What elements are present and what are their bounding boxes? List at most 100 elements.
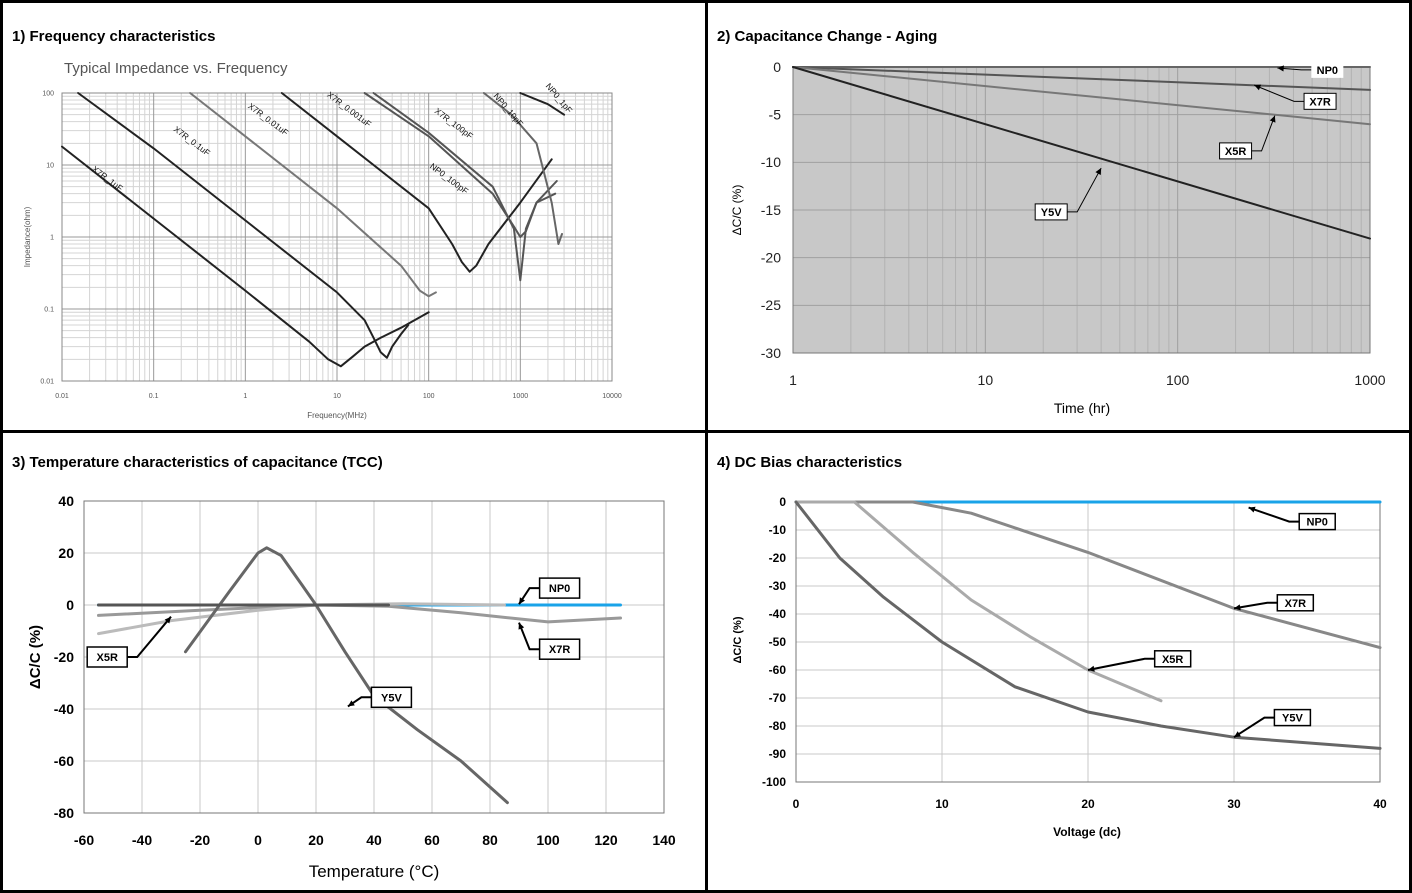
- dcbias-chart: 0 10 20 30 40 0 -10 -20 -30 -40 -50 -60 -70 -80 -90 -10…: [732, 495, 1387, 839]
- freq-x-tick-label: 10: [333, 393, 341, 400]
- aging-x-tick-label: 10: [978, 372, 994, 388]
- freq-x-tick-label: 1000: [513, 393, 529, 400]
- aging-annotation-leader: [1254, 84, 1305, 102]
- aging-annotation-box: [1219, 142, 1253, 160]
- panel-1-title: 1) Frequency characteristics: [12, 28, 216, 45]
- aging-annotation-arrowhead: [1277, 65, 1284, 72]
- tcc-y-tick-label: -60: [54, 753, 74, 769]
- tcc-x-tick-label: 100: [536, 832, 560, 848]
- freq-series-line: [61, 145, 430, 368]
- dcbias-y-tick-label: -80: [769, 719, 787, 733]
- dcbias-x-tick-label: 30: [1227, 797, 1241, 811]
- dcbias-y-axis-label: ΔC/C (%): [732, 616, 744, 663]
- tcc-annotation-box: [538, 577, 581, 599]
- aging-annotation-box: [1311, 61, 1344, 78]
- aging-x-tick-label: 1000: [1354, 372, 1385, 388]
- tcc-x-tick-label: -40: [132, 832, 152, 848]
- tcc-y-axis-label: ΔC/C (%): [27, 625, 44, 689]
- aging-annotation-label: Y5V: [1041, 207, 1062, 219]
- aging-x-axis-label: Time (hr): [1054, 400, 1110, 416]
- dcbias-y-tick-label: -100: [762, 775, 786, 789]
- dcbias-annotation-box: [1153, 650, 1192, 668]
- tcc-annotation-label: Y5V: [381, 692, 402, 704]
- freq-x-axis-label: Frequency(MHz): [307, 411, 367, 420]
- dcbias-annotation-arrowhead: [1234, 604, 1241, 611]
- tcc-annotation-label: X5R: [96, 652, 117, 664]
- dcbias-annotation-leader: [1233, 716, 1275, 739]
- dcbias-x-tick-label: 40: [1373, 797, 1387, 811]
- dcbias-annotation-label: NP0: [1307, 517, 1328, 529]
- panel-4-title: 4) DC Bias characteristics: [717, 454, 903, 471]
- aging-annotation-arrowhead: [1269, 115, 1276, 123]
- aging-x-tick-label: 100: [1166, 372, 1190, 388]
- freq-chart-title: Typical Impedance vs. Frequency: [64, 60, 288, 77]
- tcc-annotation-box: [86, 646, 128, 668]
- freq-y-axis-label: Impedance(ohm): [23, 206, 32, 267]
- dcbias-annotation-box: [1276, 594, 1315, 612]
- aging-y-axis-label: ΔC/C (%): [730, 185, 744, 236]
- dcbias-y-tick-label: 0: [779, 495, 786, 509]
- tcc-x-tick-label: -20: [190, 832, 210, 848]
- tcc-chart: -60 -40 -20 0 20 40 60 80 100 120 140 40 20 0 -20 -40 -6…: [27, 493, 676, 881]
- aging-series-line: [792, 66, 1371, 126]
- dcbias-y-tick-label: -30: [769, 579, 787, 593]
- tcc-x-axis-label: Temperature (°C): [309, 862, 440, 881]
- tcc-annotation-arrowhead: [164, 616, 171, 624]
- freq-x-tick-label: 10000: [602, 393, 622, 400]
- aging-y-tick-label: -10: [761, 154, 781, 170]
- tcc-x-tick-label: 120: [594, 832, 618, 848]
- freq-x-tick-label: 100: [423, 393, 435, 400]
- dcbias-annotation-box: [1273, 708, 1312, 727]
- aging-annotation-label: X5R: [1225, 146, 1246, 158]
- tcc-y-tick-label: 40: [58, 493, 74, 509]
- tcc-x-tick-label: -60: [74, 832, 94, 848]
- aging-y-tick-label: -30: [761, 345, 781, 361]
- tcc-series-line: [184, 546, 509, 805]
- freq-series-line: [189, 92, 437, 298]
- dcbias-y-tick-label: -40: [769, 607, 787, 621]
- tcc-x-tick-label: 60: [424, 832, 440, 848]
- freq-x-tick-label: 1: [243, 393, 247, 400]
- dcbias-x-axis-label: Voltage (dc): [1053, 825, 1121, 839]
- freq-series-line: [519, 92, 566, 116]
- dcbias-annotation-arrowhead: [1088, 665, 1095, 672]
- dcbias-annotation-arrowhead: [1248, 506, 1256, 513]
- aging-y-tick-label: 0: [773, 59, 781, 75]
- panel-3-title: 3) Temperature characteristics of capaci…: [12, 454, 383, 471]
- dcbias-y-tick-label: -50: [769, 635, 787, 649]
- freq-series-line: [77, 92, 410, 359]
- freq-series-line: [372, 92, 557, 282]
- panel-divider-vertical: [705, 0, 708, 893]
- freq-x-tick-label: 0.1: [149, 393, 159, 400]
- panel-2-title: 2) Capacitance Change - Aging: [717, 28, 938, 45]
- aging-annotation-arrowhead: [1254, 84, 1262, 91]
- aging-annotation-leader: [1067, 167, 1102, 213]
- tcc-x-tick-label: 20: [308, 832, 324, 848]
- aging-y-tick-label: -5: [769, 107, 782, 123]
- dcbias-annotation-arrowhead: [1234, 731, 1241, 738]
- tcc-annotation-leader: [127, 616, 172, 658]
- freq-y-tick-label: 0.01: [40, 378, 54, 385]
- dcbias-series-line: [794, 500, 1382, 650]
- dcbias-y-tick-label: -90: [769, 747, 787, 761]
- freq-series-line: [280, 92, 553, 273]
- tcc-annotation-label: X7R: [549, 644, 570, 656]
- dcbias-y-tick-label: -20: [769, 551, 787, 565]
- dcbias-annotation-label: Y5V: [1282, 713, 1303, 725]
- aging-series-line: [792, 66, 1371, 91]
- dcbias-annotation-leader: [1087, 657, 1155, 671]
- aging-annotation-arrowhead: [1095, 168, 1102, 176]
- dcbias-x-tick-label: 10: [935, 797, 949, 811]
- tcc-x-tick-label: 140: [652, 832, 676, 848]
- tcc-annotation-label: NP0: [549, 583, 570, 595]
- freq-series-line: [482, 92, 563, 245]
- tcc-y-tick-label: -40: [54, 701, 74, 717]
- dcbias-series-line: [794, 500, 1382, 750]
- dcbias-annotation-label: X5R: [1162, 654, 1183, 666]
- dcbias-annotation-leader: [1248, 506, 1300, 523]
- freq-chart: 0.01 0.1 1 10 100 1000 100000.010.1110100X7R_1…: [23, 60, 622, 420]
- dcbias-annotation-box: [1298, 512, 1336, 531]
- aging-annotation-box: [1303, 92, 1337, 110]
- tcc-annotation-arrowhead: [347, 700, 355, 707]
